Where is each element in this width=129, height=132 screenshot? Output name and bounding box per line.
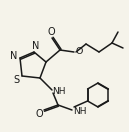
Text: N: N (32, 41, 40, 51)
Text: NH: NH (73, 107, 87, 116)
Text: NH: NH (52, 86, 66, 95)
Text: O: O (75, 46, 83, 55)
Text: S: S (13, 75, 19, 85)
Text: N: N (10, 51, 18, 61)
Text: O: O (47, 27, 55, 37)
Text: O: O (35, 109, 43, 119)
